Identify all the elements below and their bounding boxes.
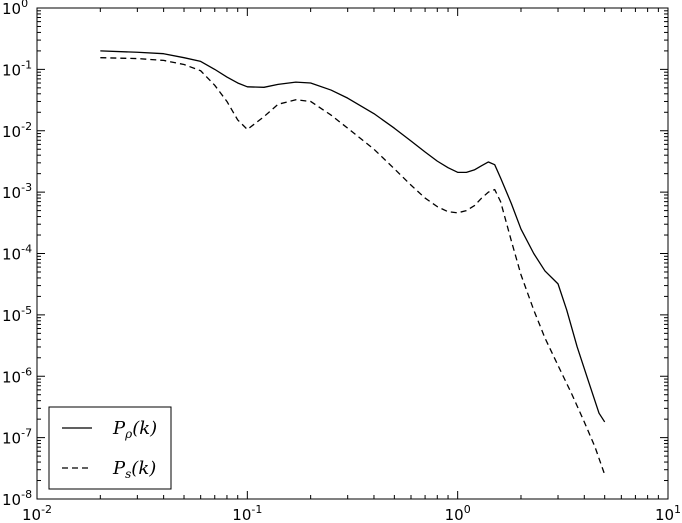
y-tick-label: 10-2 bbox=[2, 120, 32, 141]
legend: Pρ(k) Ps(k) bbox=[48, 406, 172, 490]
x-tick-label: 10-2 bbox=[22, 503, 52, 523]
axis-ticks bbox=[36, 7, 669, 500]
series-line-2 bbox=[100, 57, 606, 475]
y-tick-label: 10-7 bbox=[2, 427, 32, 448]
x-tick-label: 10-1 bbox=[232, 503, 262, 523]
x-tick-label: 101 bbox=[655, 503, 681, 523]
y-tick-label: 10-5 bbox=[2, 304, 32, 325]
y-tick-label: 10-8 bbox=[2, 488, 32, 509]
series-layer bbox=[100, 50, 606, 475]
x-tick-label: 100 bbox=[445, 503, 471, 523]
legend-box bbox=[48, 406, 172, 490]
y-tick-label: 10-6 bbox=[2, 365, 32, 386]
series-line-1 bbox=[100, 50, 606, 423]
y-tick-label: 10-3 bbox=[2, 181, 32, 202]
y-tick-label: 10-4 bbox=[2, 243, 32, 264]
legend-label-1: Pρ(k) bbox=[112, 418, 157, 441]
y-tick-label: 10-1 bbox=[2, 58, 32, 79]
y-tick-label: 100 bbox=[2, 0, 28, 18]
legend-label-2: Ps(k) bbox=[112, 458, 156, 481]
